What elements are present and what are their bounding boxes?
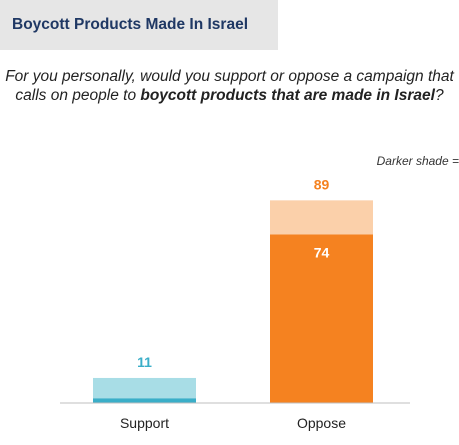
data-label-oppose-total: 89: [314, 176, 330, 192]
survey-question: For you personally, would you support or…: [0, 67, 459, 105]
legend-note: Darker shade =: [376, 154, 459, 168]
question-text-part1: For you personally, would you support or…: [5, 68, 454, 104]
chart-title-text: Boycott Products Made In Israel: [12, 16, 248, 33]
question-text-bold: boycott products that are made in Israel: [140, 87, 435, 104]
chart-title: Boycott Products Made In Israel: [0, 0, 278, 50]
data-label-oppose-strong: 74: [314, 245, 330, 261]
bar-oppose-strong: [270, 234, 373, 403]
question-text-part2: ?: [434, 87, 444, 104]
category-label-support: Support: [120, 415, 169, 431]
category-label-oppose: Oppose: [297, 415, 346, 431]
data-label-support-total: 11: [137, 354, 152, 370]
bar-support-strong: [93, 398, 196, 403]
